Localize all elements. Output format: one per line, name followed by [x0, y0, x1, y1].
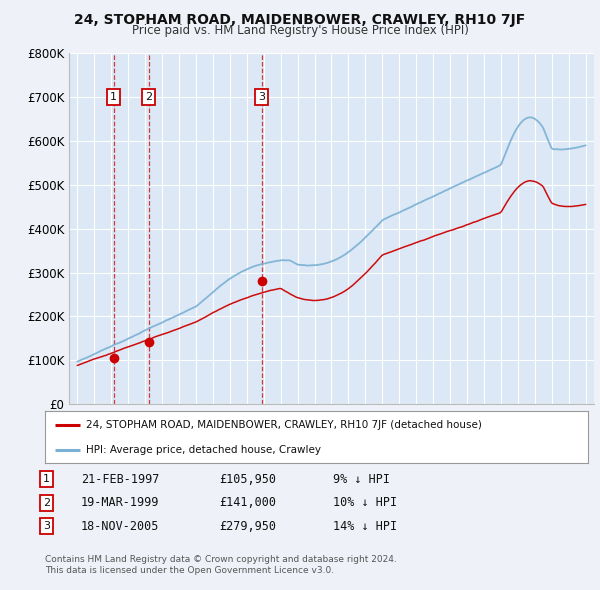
Text: 19-MAR-1999: 19-MAR-1999: [81, 496, 160, 509]
Text: £279,950: £279,950: [219, 520, 276, 533]
Text: 1: 1: [110, 92, 117, 102]
Text: HPI: Average price, detached house, Crawley: HPI: Average price, detached house, Craw…: [86, 445, 321, 455]
Text: 24, STOPHAM ROAD, MAIDENBOWER, CRAWLEY, RH10 7JF: 24, STOPHAM ROAD, MAIDENBOWER, CRAWLEY, …: [74, 13, 526, 27]
Text: 24, STOPHAM ROAD, MAIDENBOWER, CRAWLEY, RH10 7JF (detached house): 24, STOPHAM ROAD, MAIDENBOWER, CRAWLEY, …: [86, 420, 482, 430]
Text: 2: 2: [145, 92, 152, 102]
Text: 2: 2: [43, 498, 50, 507]
Text: Contains HM Land Registry data © Crown copyright and database right 2024.: Contains HM Land Registry data © Crown c…: [45, 555, 397, 564]
Text: £105,950: £105,950: [219, 473, 276, 486]
Text: 21-FEB-1997: 21-FEB-1997: [81, 473, 160, 486]
Text: 3: 3: [258, 92, 265, 102]
Text: 18-NOV-2005: 18-NOV-2005: [81, 520, 160, 533]
Text: 9% ↓ HPI: 9% ↓ HPI: [333, 473, 390, 486]
Text: Price paid vs. HM Land Registry's House Price Index (HPI): Price paid vs. HM Land Registry's House …: [131, 24, 469, 37]
Text: 1: 1: [43, 474, 50, 484]
Text: This data is licensed under the Open Government Licence v3.0.: This data is licensed under the Open Gov…: [45, 566, 334, 575]
Text: 14% ↓ HPI: 14% ↓ HPI: [333, 520, 397, 533]
Text: 10% ↓ HPI: 10% ↓ HPI: [333, 496, 397, 509]
Text: 3: 3: [43, 522, 50, 531]
Text: £141,000: £141,000: [219, 496, 276, 509]
